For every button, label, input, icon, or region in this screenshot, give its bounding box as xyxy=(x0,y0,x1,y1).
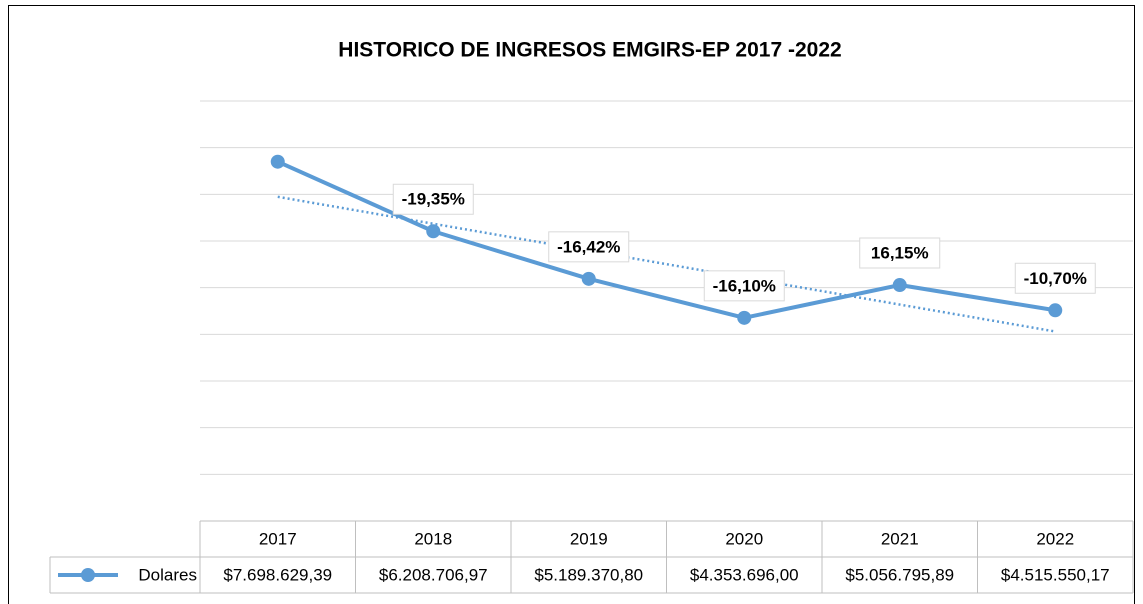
x-tick-label: 2020 xyxy=(725,529,763,548)
table-value: $5.056.795,89 xyxy=(845,565,954,584)
data-label: 16,15% xyxy=(871,244,929,263)
marker xyxy=(581,271,596,286)
data-label: -19,35% xyxy=(402,190,465,209)
data-label: -16,42% xyxy=(557,237,620,256)
table-value: $4.515.550,17 xyxy=(1001,565,1110,584)
legend-label: Dolares xyxy=(138,565,197,584)
chart-title: HISTORICO DE INGRESOS EMGIRS-EP 2017 -20… xyxy=(338,39,841,62)
legend-marker xyxy=(81,568,95,582)
x-tick-label: 2018 xyxy=(414,529,452,548)
x-tick-label: 2022 xyxy=(1036,529,1074,548)
data-label: -10,70% xyxy=(1024,269,1087,288)
table-value: $7.698.629,39 xyxy=(223,565,332,584)
marker xyxy=(426,224,441,239)
data-label-box xyxy=(1014,262,1096,294)
marker xyxy=(892,278,907,293)
data-label-box xyxy=(548,231,630,263)
chart-frame xyxy=(8,5,1135,604)
x-tick-label: 2017 xyxy=(259,529,297,548)
table-value: $6.208.706,97 xyxy=(379,565,488,584)
line xyxy=(276,159,1056,320)
table-value: $4.353.696,00 xyxy=(690,565,799,584)
marker xyxy=(270,154,285,169)
marker xyxy=(1048,303,1063,318)
x-tick-label: 2019 xyxy=(570,529,608,548)
data-label-box xyxy=(859,237,941,269)
data-label: -16,10% xyxy=(713,276,776,295)
table-value: $5.189.370,80 xyxy=(534,565,643,584)
x-tick-label: 2021 xyxy=(881,529,919,548)
marker xyxy=(737,310,752,325)
data-label-box xyxy=(703,270,785,302)
data-label-box xyxy=(392,183,474,215)
